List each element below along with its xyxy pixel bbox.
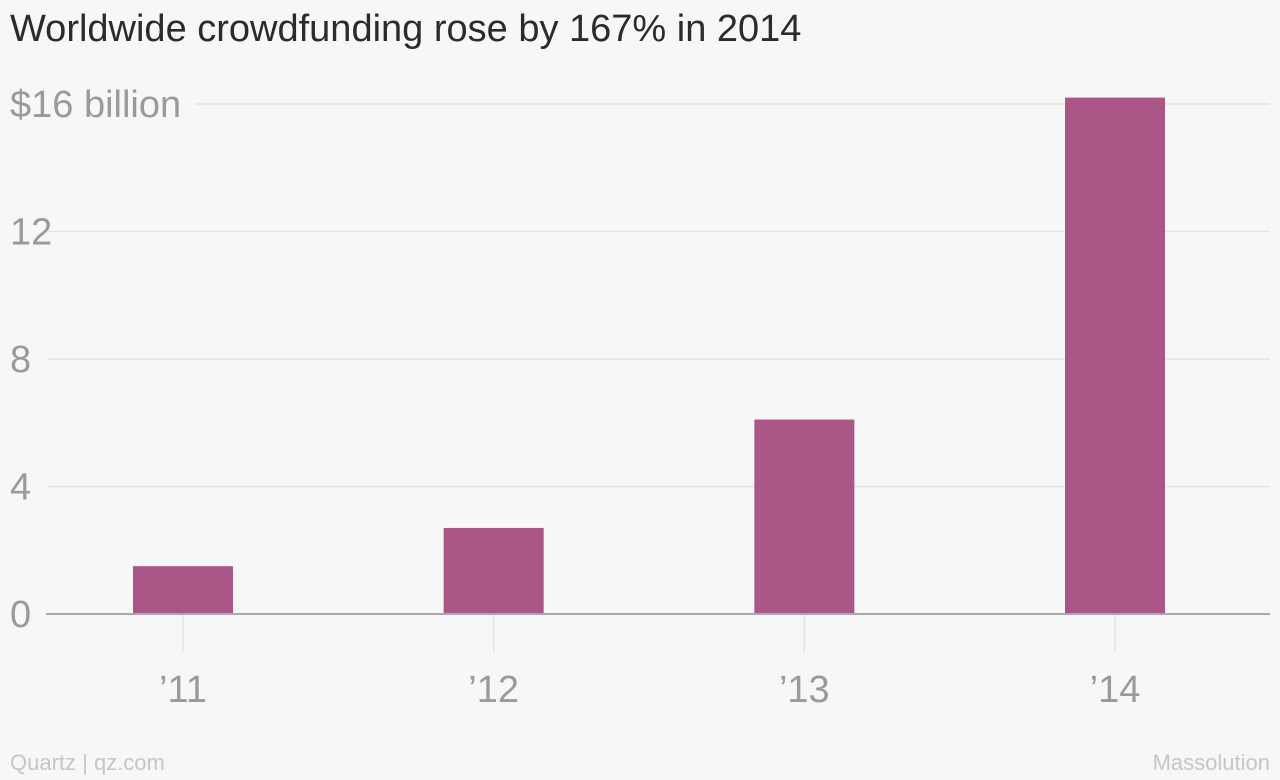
y-tick-label: 8 [10, 339, 31, 381]
bar [443, 527, 544, 614]
bar [1065, 97, 1165, 614]
chart-title: Worldwide crowdfunding rose by 167% in 2… [10, 8, 802, 50]
source-text: Massolution [1152, 750, 1270, 775]
x-tick-label: ’13 [779, 669, 830, 711]
y-tick-label: $16 billion [10, 84, 181, 126]
y-tick-label: 4 [10, 467, 31, 509]
y-tick-label: 12 [10, 212, 52, 254]
x-tick-label: ’12 [468, 669, 519, 711]
bar [133, 566, 233, 614]
bar [754, 419, 855, 614]
x-tick-label: ’11 [159, 669, 207, 711]
x-tick-label: ’14 [1090, 669, 1141, 711]
credit-text: Quartz | qz.com [10, 750, 165, 775]
y-tick-label: 0 [10, 594, 31, 636]
